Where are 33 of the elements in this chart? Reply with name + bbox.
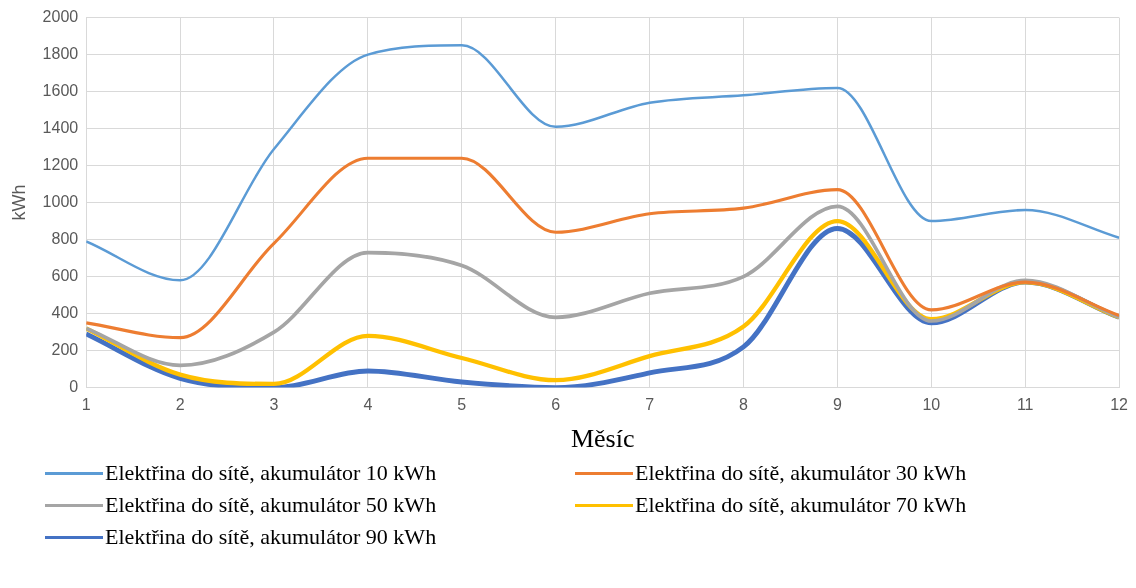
y-tick-label: 1400 <box>42 119 79 137</box>
x-tick-label: 3 <box>269 395 279 413</box>
x-tick-label: 11 <box>1016 395 1034 413</box>
legend-label: Elektřina do sítě, akumulátor 30 kWh <box>635 460 967 486</box>
x-axis-title: Měsíc <box>570 424 635 454</box>
legend-label: Elektřina do sítě, akumulátor 50 kWh <box>105 492 437 518</box>
y-tick-label: 400 <box>51 304 79 322</box>
y-tick-label: 0 <box>69 378 79 396</box>
y-tick-label: 800 <box>51 230 79 248</box>
x-tick-label: 9 <box>832 395 842 413</box>
legend-label: Elektřina do sítě, akumulátor 70 kWh <box>635 492 967 518</box>
x-tick-label: 5 <box>457 395 467 413</box>
y-axis-title: kWh <box>8 184 29 221</box>
y-tick-label: 1800 <box>42 45 79 63</box>
y-tick-label: 1000 <box>42 193 79 211</box>
y-tick-label: 1600 <box>42 82 79 100</box>
x-tick-label: 1 <box>81 395 91 413</box>
x-tick-label: 10 <box>922 395 941 413</box>
y-tick-label: 1200 <box>42 156 79 174</box>
x-tick-label: 2 <box>175 395 185 413</box>
line-series <box>86 156 1120 340</box>
x-tick-label: 8 <box>739 395 749 413</box>
y-tick-label: 2000 <box>42 8 79 26</box>
y-tick-label: 600 <box>51 267 79 285</box>
legend-label: Elektřina do sítě, akumulátor 10 kWh <box>105 460 437 486</box>
x-tick-label: 6 <box>551 395 561 413</box>
x-tick-label: 12 <box>1110 395 1129 413</box>
line-series <box>86 204 1120 368</box>
legend-label: Elektřina do sítě, akumulátor 90 kWh <box>105 524 437 550</box>
x-tick-label: 7 <box>645 395 655 413</box>
x-tick-label: 4 <box>363 395 373 413</box>
line-series <box>86 44 1120 282</box>
y-tick-label: 200 <box>51 341 79 359</box>
